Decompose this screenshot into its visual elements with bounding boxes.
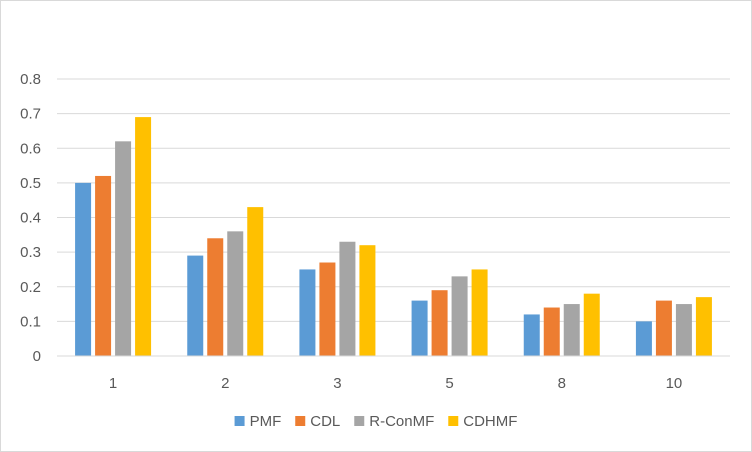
x-tick-label: 2 bbox=[221, 375, 229, 392]
bar-cdhmf-5 bbox=[471, 269, 488, 356]
x-tick-label: 10 bbox=[666, 375, 683, 392]
legend-item-pmf: PMF bbox=[234, 413, 282, 430]
legend-label: R-ConMF bbox=[369, 413, 434, 430]
bar-pmf-10 bbox=[635, 321, 652, 356]
bar-r-conmf-1 bbox=[115, 141, 132, 356]
legend-swatch bbox=[234, 416, 245, 426]
y-tick-label: 0.4 bbox=[20, 210, 41, 227]
gridlines bbox=[57, 78, 730, 322]
bar-cdl-8 bbox=[543, 307, 560, 356]
x-tick-label: 3 bbox=[333, 375, 341, 392]
y-tick-label: 0.8 bbox=[20, 71, 41, 88]
y-tick-label: 0 bbox=[33, 348, 41, 365]
bar-pmf-8 bbox=[523, 314, 540, 356]
bar-r-conmf-2 bbox=[227, 231, 244, 356]
bar-pmf-1 bbox=[75, 182, 92, 356]
bar-cdhmf-3 bbox=[359, 245, 376, 356]
bars bbox=[75, 117, 712, 357]
legend-label: CDHMF bbox=[463, 413, 517, 430]
bar-cdhmf-1 bbox=[135, 117, 152, 357]
y-axis-ticks: 0 0.1 0.2 0.3 0.4 0.5 0.6 0.7 0.8 bbox=[20, 71, 41, 365]
bar-pmf-5 bbox=[411, 300, 428, 356]
bar-pmf-3 bbox=[299, 269, 316, 356]
bar-cdl-1 bbox=[95, 175, 112, 356]
legend-item-r-conmf: R-ConMF bbox=[354, 413, 434, 430]
bar-r-conmf-5 bbox=[451, 276, 468, 356]
x-tick-label: 5 bbox=[445, 375, 453, 392]
y-tick-label: 0.2 bbox=[20, 279, 41, 296]
y-tick-label: 0.3 bbox=[20, 244, 41, 261]
bar-cdl-2 bbox=[207, 238, 224, 356]
y-tick-label: 0.5 bbox=[20, 175, 41, 192]
legend-label: PMF bbox=[250, 413, 282, 430]
legend-swatch bbox=[354, 416, 365, 426]
y-tick-label: 0.6 bbox=[20, 140, 41, 157]
legend: PMF CDL R-ConMF CDHMF bbox=[234, 413, 517, 430]
legend-item-cdhmf: CDHMF bbox=[448, 413, 517, 430]
bar-cdhmf-8 bbox=[583, 293, 600, 356]
bar-r-conmf-8 bbox=[563, 304, 580, 356]
bar-r-conmf-10 bbox=[675, 304, 692, 356]
bar-cdhmf-10 bbox=[695, 297, 712, 356]
bar-cdl-3 bbox=[319, 262, 336, 356]
y-tick-label: 0.7 bbox=[20, 106, 41, 123]
legend-item-cdl: CDL bbox=[295, 413, 340, 430]
legend-label: CDL bbox=[310, 413, 340, 430]
legend-swatch bbox=[448, 416, 459, 426]
x-tick-label: 8 bbox=[558, 375, 566, 392]
bar-cdl-10 bbox=[655, 300, 672, 356]
legend-swatch bbox=[295, 416, 306, 426]
x-tick-label: 1 bbox=[109, 375, 117, 392]
y-tick-label: 0.1 bbox=[20, 313, 41, 330]
bar-cdhmf-2 bbox=[247, 207, 264, 356]
bar-cdl-5 bbox=[431, 290, 448, 356]
x-axis-ticks: 1 2 3 5 8 10 bbox=[109, 375, 682, 392]
bar-r-conmf-3 bbox=[339, 241, 356, 356]
bar-pmf-2 bbox=[187, 255, 204, 356]
